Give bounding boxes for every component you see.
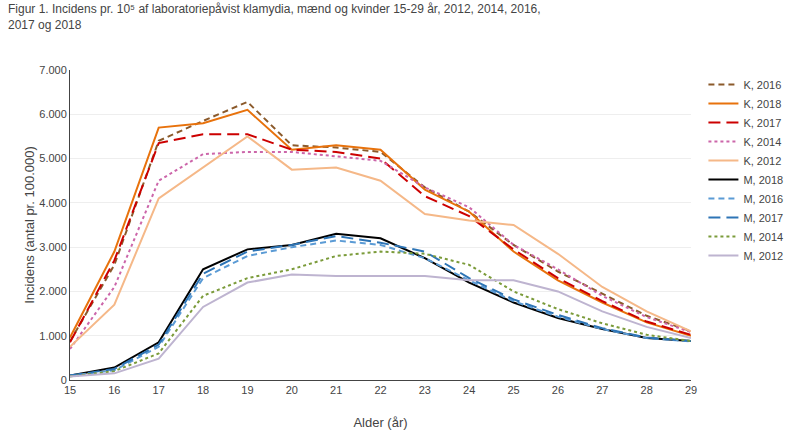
svg-text:K, 2016: K, 2016 [743,79,781,91]
svg-text:27: 27 [596,384,608,396]
svg-text:28: 28 [641,384,653,396]
svg-text:M, 2016: M, 2016 [743,193,783,205]
svg-text:K, 2018: K, 2018 [743,98,781,110]
svg-text:24: 24 [463,384,475,396]
svg-text:1.000: 1.000 [39,330,67,342]
svg-text:7.000: 7.000 [39,64,67,76]
svg-text:16: 16 [108,384,120,396]
svg-text:26: 26 [552,384,564,396]
svg-text:M, 2018: M, 2018 [743,174,783,186]
svg-text:21: 21 [330,384,342,396]
svg-text:5.000: 5.000 [39,152,67,164]
svg-text:25: 25 [507,384,519,396]
svg-text:2.000: 2.000 [39,285,67,297]
svg-text:19: 19 [241,384,253,396]
svg-text:Incidens (antal pr. 100.000): Incidens (antal pr. 100.000) [22,146,37,304]
svg-text:22: 22 [374,384,386,396]
svg-text:15: 15 [64,384,76,396]
svg-text:29: 29 [685,384,697,396]
svg-text:17: 17 [153,384,165,396]
svg-text:M, 2012: M, 2012 [743,250,783,262]
svg-text:K, 2017: K, 2017 [743,117,781,129]
svg-text:23: 23 [419,384,431,396]
svg-text:4.000: 4.000 [39,197,67,209]
svg-text:Figur 1. Incidens pr. 10⁵ af l: Figur 1. Incidens pr. 10⁵ af laboratorie… [8,2,541,32]
svg-text:6.000: 6.000 [39,108,67,120]
svg-text:Alder (år): Alder (år) [353,415,407,430]
svg-text:3.000: 3.000 [39,241,67,253]
svg-text:K, 2012: K, 2012 [743,155,781,167]
svg-text:18: 18 [197,384,209,396]
svg-text:M, 2014: M, 2014 [743,231,783,243]
svg-text:0: 0 [61,374,67,386]
svg-text:K, 2014: K, 2014 [743,136,781,148]
svg-text:20: 20 [286,384,298,396]
svg-text:M, 2017: M, 2017 [743,212,783,224]
